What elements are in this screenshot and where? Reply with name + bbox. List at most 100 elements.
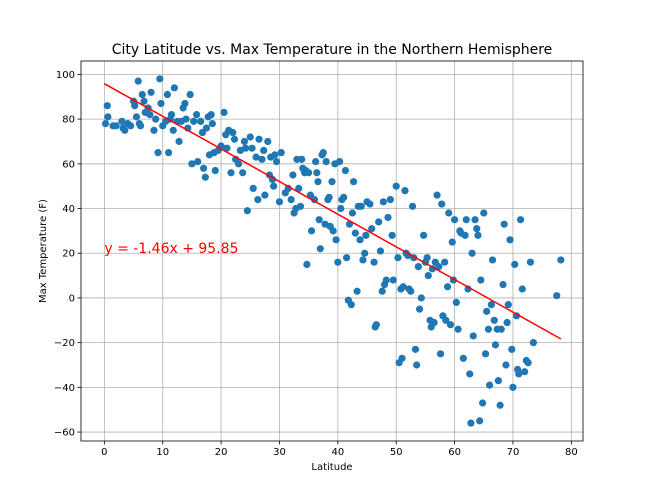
scatter-point — [319, 149, 327, 157]
scatter-point — [303, 260, 311, 269]
scatter-point — [468, 249, 476, 257]
scatter-point — [378, 287, 386, 295]
scatter-point — [194, 157, 202, 166]
scatter-point — [466, 370, 474, 378]
x-tick-label: 0 — [101, 447, 107, 458]
scatter-point — [521, 368, 529, 376]
scatter-point — [375, 218, 383, 226]
scatter-point — [446, 321, 455, 329]
scatter-point — [473, 225, 481, 233]
scatter-point — [261, 191, 269, 199]
x-tick-label: 30 — [273, 447, 286, 458]
scatter-point — [164, 149, 173, 157]
scatter-point — [433, 191, 441, 199]
scatter-point — [443, 283, 452, 291]
scatter-point — [459, 354, 467, 362]
scatter-point — [467, 419, 475, 427]
scatter-point — [415, 305, 424, 313]
scatter-point — [132, 113, 141, 121]
scatter-point — [376, 247, 385, 255]
scatter-point — [450, 216, 459, 224]
scatter-point — [414, 263, 422, 271]
scatter-point — [356, 236, 364, 244]
scatter-point — [553, 292, 561, 300]
scatter-point — [417, 294, 425, 302]
scatter-point — [332, 236, 340, 244]
scatter-point — [366, 200, 374, 208]
scatter-point — [384, 213, 392, 222]
scatter-point — [389, 276, 397, 284]
scatter-point — [335, 157, 344, 166]
scatter-point — [438, 200, 446, 208]
scatter-point — [229, 128, 237, 137]
scatter-point — [314, 178, 322, 186]
scatter-point — [488, 256, 497, 264]
scatter-point — [411, 345, 420, 353]
scatter-point — [312, 157, 320, 166]
scatter-point — [140, 97, 148, 105]
scatter-point — [413, 361, 421, 369]
scatter-point — [186, 90, 194, 99]
y-tick-label: 60 — [62, 159, 75, 170]
scatter-point — [516, 216, 525, 224]
scatter-point — [512, 312, 521, 320]
scatter-point — [436, 350, 445, 358]
scatter-point — [296, 202, 305, 210]
x-tick-label: 20 — [215, 447, 228, 458]
scatter-point — [287, 195, 295, 204]
scatter-point — [508, 345, 516, 353]
scatter-point — [490, 316, 498, 324]
y-tick-label: 100 — [56, 70, 75, 81]
scatter-point — [307, 227, 316, 235]
scatter-point — [442, 316, 450, 324]
scatter-point — [167, 111, 176, 119]
scatter-point — [146, 111, 154, 119]
scatter-point — [454, 325, 462, 333]
scatter-point — [121, 126, 129, 134]
scatter-point — [448, 238, 456, 246]
scatter-point — [131, 102, 139, 110]
scatter-point — [487, 301, 495, 309]
scatter-point — [284, 184, 292, 193]
scatter-point — [347, 301, 355, 309]
scatter-point — [182, 115, 190, 123]
y-tick-label: 0 — [69, 293, 75, 304]
scatter-point — [246, 133, 254, 141]
scatter-point — [398, 354, 406, 362]
scatter-point — [239, 169, 247, 177]
scatter-point — [188, 160, 196, 168]
scatter-point — [275, 198, 284, 206]
y-tick-label: −60 — [54, 428, 75, 439]
scatter-point — [252, 153, 260, 161]
grid — [81, 61, 583, 441]
scatter-point — [511, 260, 519, 269]
scatter-point — [424, 271, 432, 280]
scatter-point — [357, 202, 365, 210]
scatter-point — [480, 209, 488, 217]
scatter-point — [509, 383, 517, 391]
scatter-point — [499, 280, 507, 289]
regression-layer — [103, 83, 562, 340]
scatter-point — [341, 166, 350, 175]
x-tick-label: 40 — [331, 447, 344, 458]
scatter-point — [408, 202, 417, 210]
scatter-point — [316, 245, 324, 253]
scatter-point — [104, 113, 112, 121]
scatter-point — [529, 339, 537, 347]
scatter-point — [500, 220, 508, 228]
scatter-point — [136, 122, 145, 130]
scatter-point — [353, 287, 361, 295]
scatter-point — [156, 75, 164, 83]
scatter-point — [399, 283, 407, 291]
scatter-point — [150, 126, 158, 134]
scatter-point — [435, 263, 443, 271]
scatter-point — [351, 229, 359, 237]
scatter-point — [152, 115, 160, 123]
scatter-point — [401, 187, 409, 195]
scatter-point — [423, 254, 431, 262]
scatter-point — [479, 399, 487, 407]
scatter-point — [264, 137, 272, 146]
scatter-point — [462, 216, 470, 224]
